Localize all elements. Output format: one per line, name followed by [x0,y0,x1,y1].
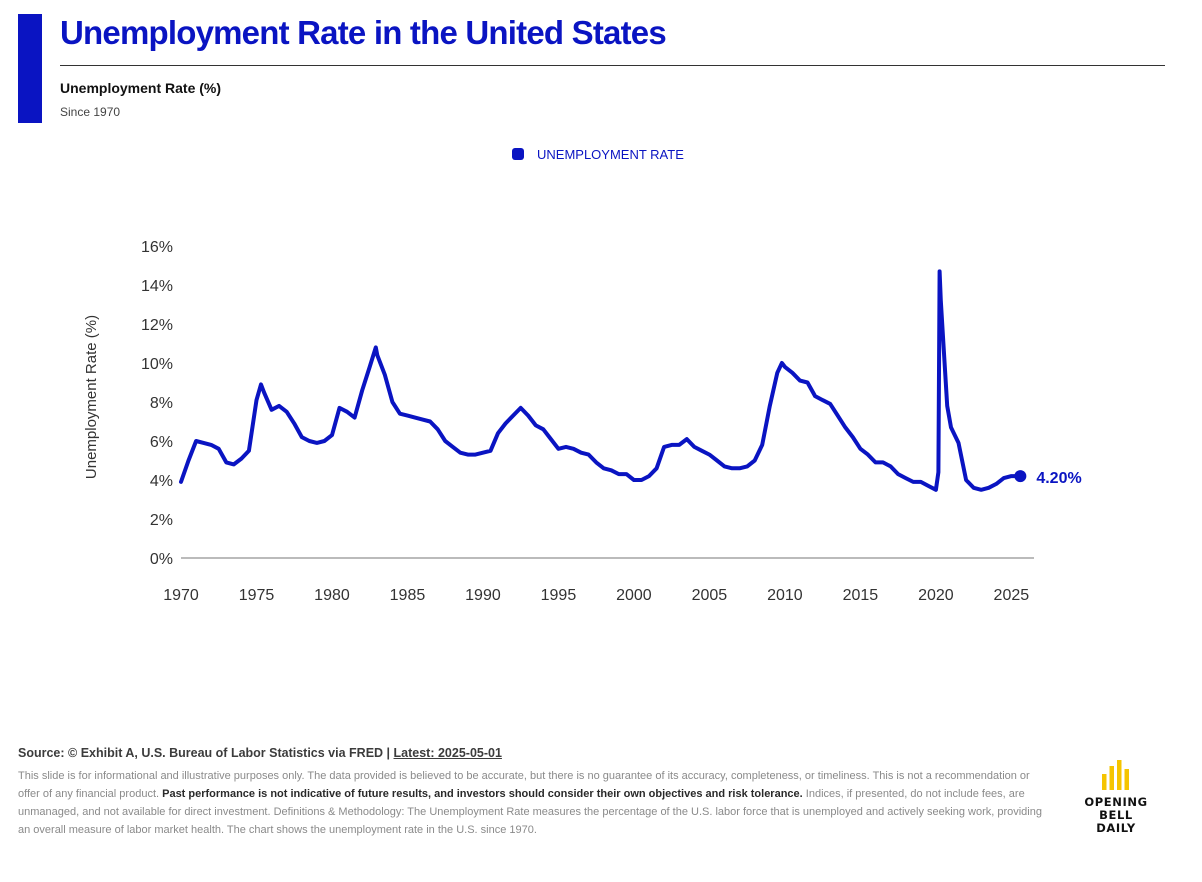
x-tick-label: 1995 [541,587,577,604]
x-tick-label: 2005 [692,587,728,604]
x-tick-label: 1990 [465,587,501,604]
y-tick-label: 10% [141,356,173,373]
logo-line-2: DAILY [1096,821,1136,835]
x-tick-label: 2000 [616,587,652,604]
y-tick-label: 4% [150,473,173,490]
y-tick-label: 0% [150,551,173,568]
x-tick-label: 2020 [918,587,954,604]
accent-bar [18,14,42,123]
x-tick-label: 2015 [843,587,879,604]
latest-date: Latest: 2025-05-01 [393,746,502,760]
x-tick-label: 1985 [390,587,426,604]
x-tick-label: 2025 [994,587,1030,604]
y-tick-label: 12% [141,317,173,334]
y-tick-label: 8% [150,395,173,412]
legend-label: UNEMPLOYMENT RATE [537,147,684,162]
page-title: Unemployment Rate in the United States [60,14,667,51]
disclaimer-text-1: This slide is for informational and illu… [18,770,1030,800]
series-end-label: 4.20% [1036,470,1081,487]
x-tick-label: 1975 [239,587,275,604]
series-end-point [1014,470,1027,483]
bars-logo-icon [1102,760,1129,790]
source-label: Source: © Exhibit A, U.S. Bureau of Labo… [18,746,394,760]
x-tick-label: 2010 [767,587,803,604]
y-tick-label: 2% [150,512,173,529]
opening-bell-daily-logo: OPENING BELL DAILY [1066,760,1166,835]
source-line: Source: © Exhibit A, U.S. Bureau of Labo… [18,744,1048,762]
disclaimer-bold: Past performance is not indicative of fu… [162,788,803,800]
y-tick-label: 14% [141,278,173,295]
x-tick-label: 1980 [314,587,350,604]
disclaimer: This slide is for informational and illu… [18,767,1048,839]
unemployment-chart: UNEMPLOYMENT RATE Unemployment Rate (%) 0%… [83,147,1082,604]
chart-subtitle: Unemployment Rate (%) [60,80,222,96]
y-tick-label: 16% [141,239,173,256]
y-tick-label: 6% [150,434,173,451]
legend-swatch [512,148,524,160]
series-line [179,269,1019,492]
y-axis-label: Unemployment Rate (%) [83,315,100,479]
disclaimer-text-2: Indices, if presented, do not include fe… [18,788,1042,836]
x-tick-label: 1970 [163,587,199,604]
title-divider [60,65,1165,66]
logo-line-1: OPENING BELL [1084,795,1148,822]
chart-period-note: Since 1970 [60,105,121,119]
